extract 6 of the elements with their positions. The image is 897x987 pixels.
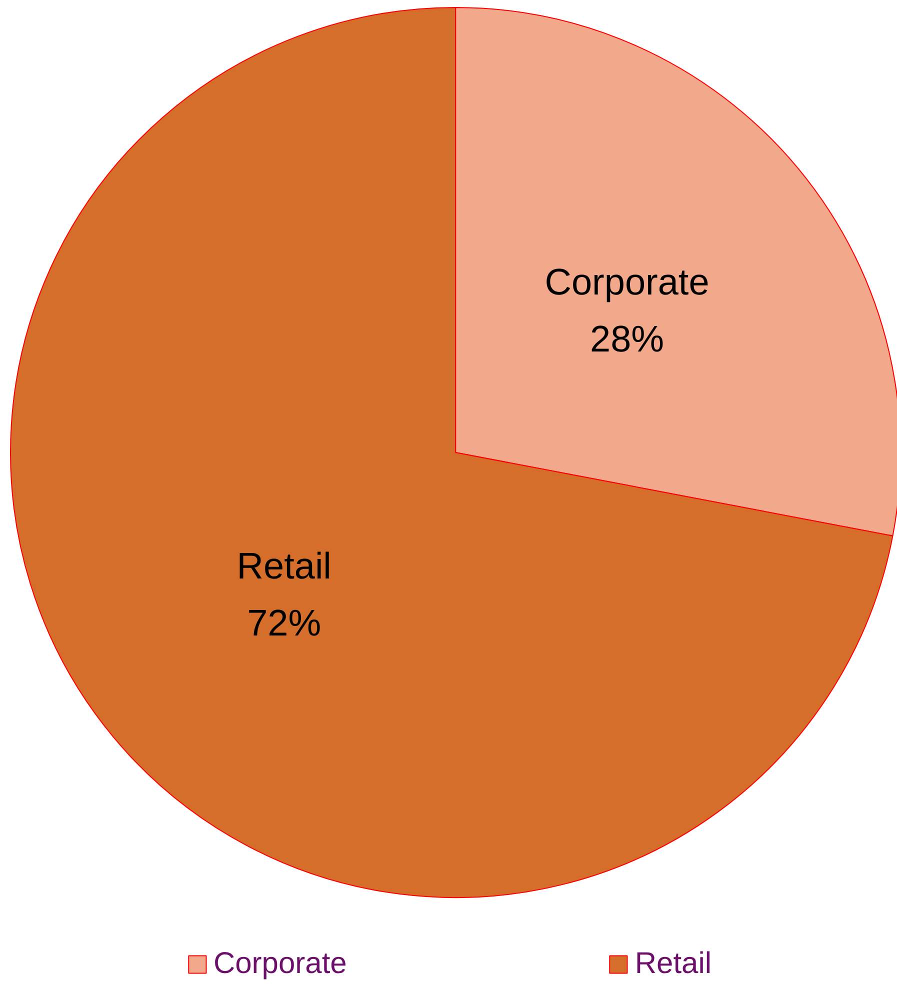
slice-label: Retail xyxy=(236,545,332,586)
data-label: 28% xyxy=(590,318,664,360)
data-label: 72% xyxy=(247,602,322,644)
legend-label: Retail xyxy=(634,947,712,981)
legend-label: Corporate xyxy=(213,947,347,981)
slice-label: Corporate xyxy=(544,262,710,303)
